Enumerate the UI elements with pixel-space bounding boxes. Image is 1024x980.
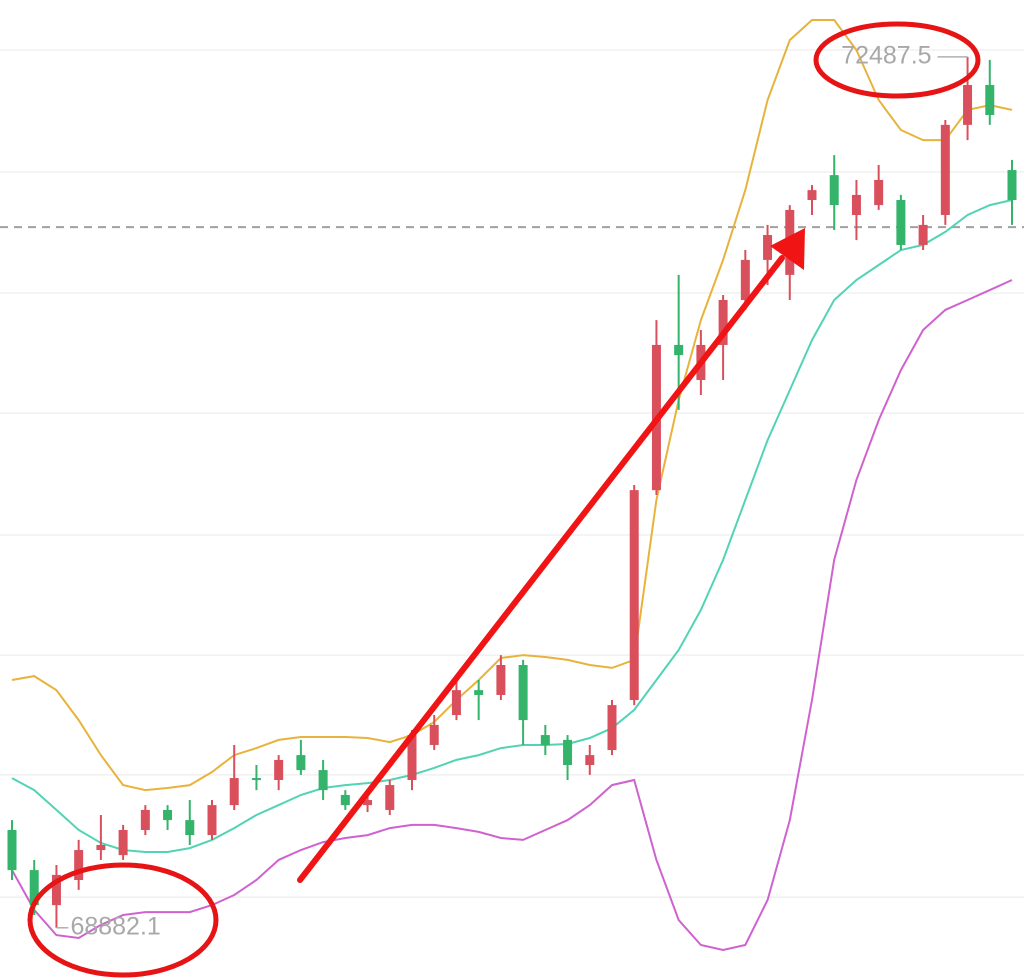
band-line: [11, 19, 1013, 792]
candle-body: [607, 705, 617, 751]
candle-body: [451, 690, 461, 716]
candle-body: [429, 724, 439, 745]
candle-body: [163, 809, 173, 821]
candle-body: [7, 829, 17, 871]
candle-body: [251, 778, 261, 781]
candle-body: [496, 665, 506, 695]
candle-body: [851, 194, 861, 215]
bands: [11, 19, 1013, 952]
candle-body: [318, 770, 328, 791]
candles: [7, 56, 1017, 928]
candle-body: [96, 844, 106, 851]
candle-body: [918, 224, 928, 245]
trend-arrow: [297, 255, 785, 883]
labels: 72487.5 68882.1: [56, 41, 968, 940]
candle-body: [896, 200, 906, 245]
highlight-circle: [27, 862, 219, 978]
candle-body: [296, 755, 306, 771]
highlight-circle: [813, 21, 981, 99]
candle-body: [140, 809, 150, 830]
candle-body: [340, 794, 350, 806]
candle-body: [474, 690, 484, 695]
candle-body: [229, 778, 239, 806]
candle-body: [51, 874, 61, 906]
candle-body: [274, 759, 284, 780]
band-line: [11, 279, 1013, 952]
candle-body: [207, 805, 217, 836]
candle-body: [185, 820, 195, 836]
grid: [0, 49, 1024, 898]
candle-body: [963, 85, 973, 125]
candle-body: [829, 175, 839, 206]
annotations: [27, 21, 981, 978]
band-line: [11, 199, 1013, 853]
candle-body: [585, 755, 595, 766]
candle-body: [1007, 170, 1017, 201]
candle-body: [740, 259, 750, 301]
candle-body: [940, 124, 950, 215]
candle-body: [29, 870, 39, 906]
candle-body: [874, 179, 884, 206]
candle-body: [74, 850, 84, 880]
candle-body: [385, 785, 395, 810]
candle-body: [407, 735, 417, 780]
high-price-label: 72487.5: [841, 41, 931, 69]
arrow-head: [770, 228, 805, 270]
candle-body: [718, 300, 728, 345]
candle-body: [540, 735, 550, 745]
low-price-label: 68882.1: [70, 912, 160, 940]
candle-body: [563, 739, 573, 766]
candle-body: [118, 829, 128, 856]
candle-body: [985, 85, 995, 115]
candle-body: [763, 235, 773, 260]
candle-body: [807, 190, 817, 201]
candle-body: [674, 344, 684, 356]
candle-body: [518, 665, 528, 721]
candle-body: [363, 800, 373, 806]
candle-body: [629, 490, 639, 701]
